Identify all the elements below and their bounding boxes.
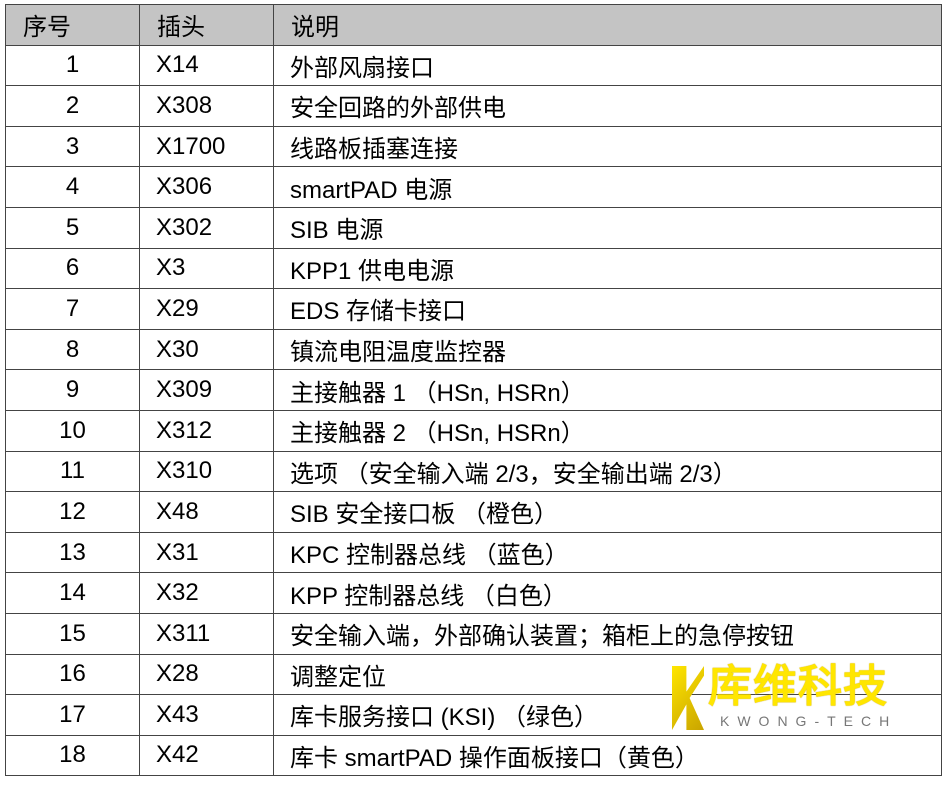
row-plug: X310 xyxy=(139,450,274,493)
row-index: 16 xyxy=(5,653,140,696)
table-row: 17 X43 库卡服务接口 (KSI) （绿色） xyxy=(5,694,942,736)
row-description: 主接触器 1 （HSn, HSRn） xyxy=(273,369,942,411)
table-row: 7 X29 EDS 存储卡接口 xyxy=(5,288,942,330)
row-description: 外部风扇接口 xyxy=(273,44,942,87)
row-plug: X306 xyxy=(139,166,274,208)
row-plug: X42 xyxy=(139,734,274,777)
row-description: KPC 控制器总线 （蓝色） xyxy=(273,531,942,574)
row-description: 安全输入端，外部确认装置；箱柜上的急停按钮 xyxy=(273,612,942,655)
header-description: 说明 xyxy=(273,4,942,46)
table-row: 8 X30 镇流电阻温度监控器 xyxy=(5,328,942,371)
table-row: 5 X302 SIB 电源 xyxy=(5,206,942,249)
row-plug: X1700 xyxy=(139,125,274,168)
connector-table: 序号 插头 说明 1 X14 外部风扇接口 2 X308 安全回路的外部供电 3 X1700 线… xyxy=(5,4,942,777)
table-row: 2 X308 安全回路的外部供电 xyxy=(5,85,942,127)
table-row: 15 X311 安全输入端，外部确认装置；箱柜上的急停按钮 xyxy=(5,612,942,655)
row-index: 12 xyxy=(5,491,140,533)
row-plug: X309 xyxy=(139,369,274,411)
row-description: 库卡 smartPAD 操作面板接口（黄色） xyxy=(273,734,942,777)
row-description: 安全回路的外部供电 xyxy=(273,85,942,127)
table-row: 9 X309 主接触器 1 （HSn, HSRn） xyxy=(5,369,942,411)
row-index: 11 xyxy=(5,450,140,493)
row-plug: X311 xyxy=(139,612,274,655)
watermark-en: KWONG-TECH xyxy=(720,713,898,729)
row-plug: X308 xyxy=(139,85,274,127)
table-row: 4 X306 smartPAD 电源 xyxy=(5,166,942,208)
header-plug: 插头 xyxy=(139,4,274,46)
row-index: 6 xyxy=(5,247,140,290)
table-row: 1 X14 外部风扇接口 xyxy=(5,44,942,87)
row-plug: X43 xyxy=(139,694,274,736)
row-description: 库卡服务接口 (KSI) （绿色） xyxy=(273,694,942,736)
row-description: SIB 安全接口板 （橙色） xyxy=(273,491,942,533)
row-plug: X32 xyxy=(139,572,274,614)
kwong-tech-watermark: 库维科技 KWONG-TECH xyxy=(672,662,912,732)
table-row: 10 X312 主接触器 2 （HSn, HSRn） xyxy=(5,409,942,452)
table-row: 3 X1700 线路板插塞连接 xyxy=(5,125,942,168)
row-plug: X312 xyxy=(139,409,274,452)
row-description: 选项 （安全输入端 2/3，安全输出端 2/3） xyxy=(273,450,942,493)
row-plug: X28 xyxy=(139,653,274,696)
header-row: 序号 插头 说明 xyxy=(5,4,942,46)
row-plug: X29 xyxy=(139,288,274,330)
row-plug: X30 xyxy=(139,328,274,371)
row-description: 镇流电阻温度监控器 xyxy=(273,328,942,371)
row-index: 10 xyxy=(5,409,140,452)
row-index: 3 xyxy=(5,125,140,168)
table-row: 18 X42 库卡 smartPAD 操作面板接口（黄色） xyxy=(5,734,942,777)
row-index: 5 xyxy=(5,206,140,249)
table-row: 12 X48 SIB 安全接口板 （橙色） xyxy=(5,491,942,533)
row-description: 线路板插塞连接 xyxy=(273,125,942,168)
row-plug: X302 xyxy=(139,206,274,249)
row-description: KPP 控制器总线 （白色） xyxy=(273,572,942,614)
row-description: KPP1 供电电源 xyxy=(273,247,942,290)
logo-k-icon xyxy=(672,666,704,730)
row-index: 13 xyxy=(5,531,140,574)
row-index: 7 xyxy=(5,288,140,330)
row-index: 17 xyxy=(5,694,140,736)
row-index: 14 xyxy=(5,572,140,614)
row-index: 8 xyxy=(5,328,140,371)
table-row: 6 X3 KPP1 供电电源 xyxy=(5,247,942,290)
row-index: 15 xyxy=(5,612,140,655)
row-description: 主接触器 2 （HSn, HSRn） xyxy=(273,409,942,452)
row-plug: X31 xyxy=(139,531,274,574)
table-row: 16 X28 调整定位 xyxy=(5,653,942,696)
table-row: 14 X32 KPP 控制器总线 （白色） xyxy=(5,572,942,614)
header-index: 序号 xyxy=(5,4,140,46)
row-index: 1 xyxy=(5,44,140,87)
watermark-cn: 库维科技 xyxy=(708,662,888,711)
row-plug: X14 xyxy=(139,44,274,87)
row-description: smartPAD 电源 xyxy=(273,166,942,208)
table-row: 11 X310 选项 （安全输入端 2/3，安全输出端 2/3） xyxy=(5,450,942,493)
table-row: 13 X31 KPC 控制器总线 （蓝色） xyxy=(5,531,942,574)
row-plug: X48 xyxy=(139,491,274,533)
row-description: EDS 存储卡接口 xyxy=(273,288,942,330)
row-index: 4 xyxy=(5,166,140,208)
row-description: SIB 电源 xyxy=(273,206,942,249)
row-index: 18 xyxy=(5,734,140,777)
row-index: 2 xyxy=(5,85,140,127)
row-index: 9 xyxy=(5,369,140,411)
table-body: 1 X14 外部风扇接口 2 X308 安全回路的外部供电 3 X1700 线路板插塞连接 4 X3… xyxy=(5,44,942,777)
row-plug: X3 xyxy=(139,247,274,290)
